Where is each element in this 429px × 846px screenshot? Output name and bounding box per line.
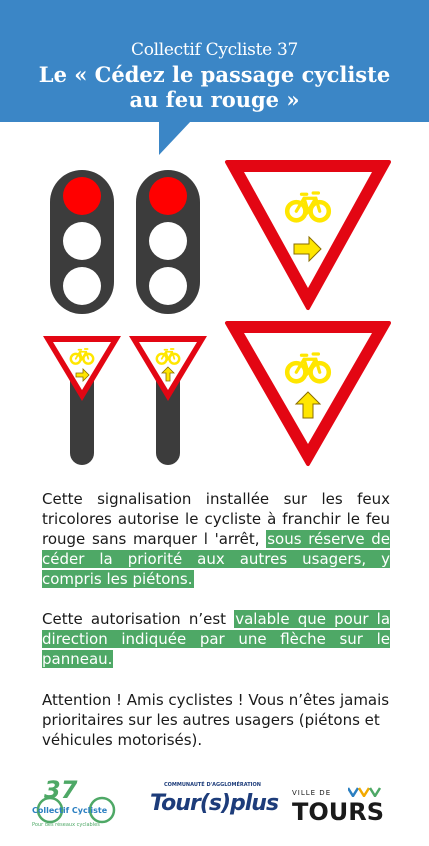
header-title-line1: Le « Cédez le passage cycliste	[38, 62, 391, 87]
yield-sign-right-large	[225, 160, 391, 310]
collectif-cycliste-logo: 37 Collectif Cycliste Pour des réseaux c…	[30, 776, 125, 836]
speech-bubble-tail	[159, 121, 191, 155]
arrow-right-icon	[75, 368, 90, 382]
traffic-light-left	[43, 170, 121, 465]
signs-illustration	[0, 160, 429, 470]
green-light-off-icon	[149, 267, 187, 305]
tours-ville-text: VILLE DE	[292, 789, 332, 797]
collectif-bike-icon	[36, 796, 116, 824]
green-light-off-icon	[63, 267, 101, 305]
collectif-tagline: Pour des réseaux cyclables	[32, 822, 100, 828]
arrow-up-large-icon	[294, 391, 322, 419]
header-banner: Collectif Cycliste 37 Le « Cédez le pass…	[0, 0, 429, 122]
header-subtitle: Collectif Cycliste 37	[130, 40, 299, 60]
amber-light-off-icon	[63, 222, 101, 260]
tourplus-logo: COMMUNAUTÉ D'AGGLOMÉRATION Tour(s)plus	[146, 782, 279, 832]
collectif-number: 37	[44, 776, 78, 804]
paragraph-1-text: Cette signalisation installée sur les fe…	[42, 490, 390, 548]
amber-light-off-icon	[149, 222, 187, 260]
red-light-icon	[63, 177, 101, 215]
tourplus-top-text: COMMUNAUTÉ D'AGGLOMÉRATION	[164, 782, 261, 788]
logos-footer: 37 Collectif Cycliste Pour des réseaux c…	[0, 770, 429, 840]
collectif-name: Collectif Cycliste	[32, 806, 108, 815]
arrow-up-icon	[161, 366, 175, 382]
paragraph-1: Cette signalisation installée sur les fe…	[42, 489, 390, 589]
ville-de-tours-logo: VILLE DE TOURS	[292, 786, 402, 836]
paragraph-3: Attention ! Amis cyclistes ! Vous n’êtes…	[42, 691, 390, 749]
paragraph-2: Cette autorisation n’est valable que pou…	[42, 609, 391, 669]
yield-sign-straight-large	[225, 321, 391, 466]
tours-name: TOURS	[292, 798, 385, 826]
traffic-light-middle	[129, 170, 207, 465]
tourplus-name: Tour(s)plus	[150, 791, 279, 816]
arrow-right-large-icon	[293, 235, 322, 263]
header-title-line2: au feu rouge »	[129, 87, 300, 112]
signs-svg	[43, 160, 391, 466]
tours-chevrons-icon	[348, 787, 382, 797]
paragraph-2-text: Cette autorisation n’est	[42, 610, 235, 628]
header-title: Le « Cédez le passage cycliste au feu ro…	[0, 62, 429, 112]
red-light-icon	[149, 177, 187, 215]
